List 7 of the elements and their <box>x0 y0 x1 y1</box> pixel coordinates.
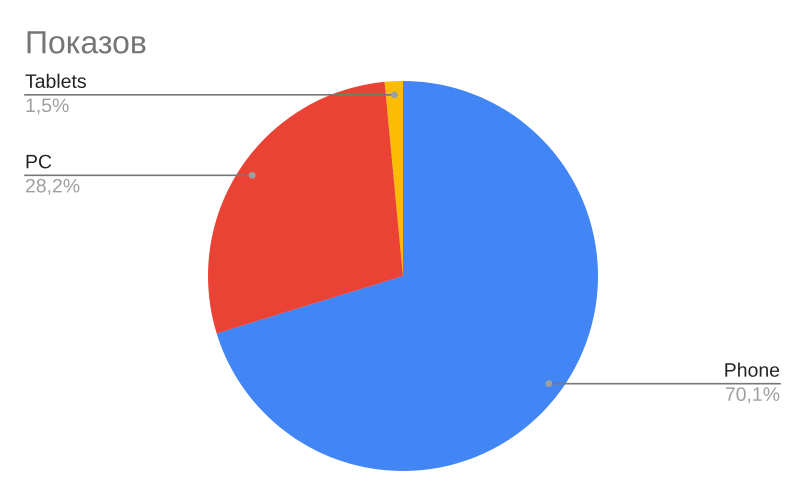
data-label: 1,5% <box>26 98 69 114</box>
slice-label: Phone <box>725 362 780 377</box>
slice-label: Tablets <box>25 74 86 88</box>
data-label: 28,2% <box>26 178 80 195</box>
slice-label: PC <box>26 154 52 168</box>
data-label: 70,1% <box>726 387 780 404</box>
chart-title: Показов <box>28 31 146 54</box>
